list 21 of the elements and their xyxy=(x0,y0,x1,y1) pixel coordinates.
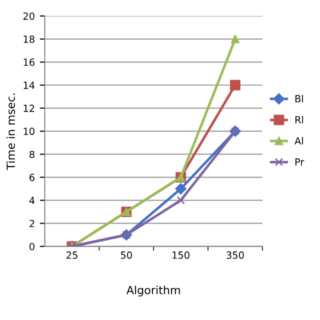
legend-label: Al xyxy=(294,137,303,144)
y-tick-label: 12 xyxy=(24,104,34,112)
legend-label: Pr xyxy=(295,158,304,166)
y-tick-label: 14 xyxy=(24,82,35,89)
x-tick-label: 350 xyxy=(226,251,244,259)
y-tick-label: 6 xyxy=(30,174,34,182)
x-tick-label: 50 xyxy=(120,251,132,259)
legend-label: Rl xyxy=(295,116,304,124)
y-tick-label: 18 xyxy=(24,36,34,43)
x-tick-label: 150 xyxy=(172,251,190,259)
y-tick-label: 4 xyxy=(29,196,35,204)
legend-label: Bl xyxy=(295,94,303,102)
y-tick-label: 2 xyxy=(30,220,34,228)
x-axis-title: Algorithm xyxy=(126,286,180,296)
x-tick-label: 25 xyxy=(66,251,78,259)
y-tick-label: 20 xyxy=(23,12,34,20)
y-tick-label: 16 xyxy=(24,58,34,66)
y-tick-label: 10 xyxy=(24,128,34,136)
y-tick-label: 0 xyxy=(30,242,34,250)
y-axis-title: Time in msec. xyxy=(6,94,15,170)
y-tick-label: 8 xyxy=(30,150,34,158)
